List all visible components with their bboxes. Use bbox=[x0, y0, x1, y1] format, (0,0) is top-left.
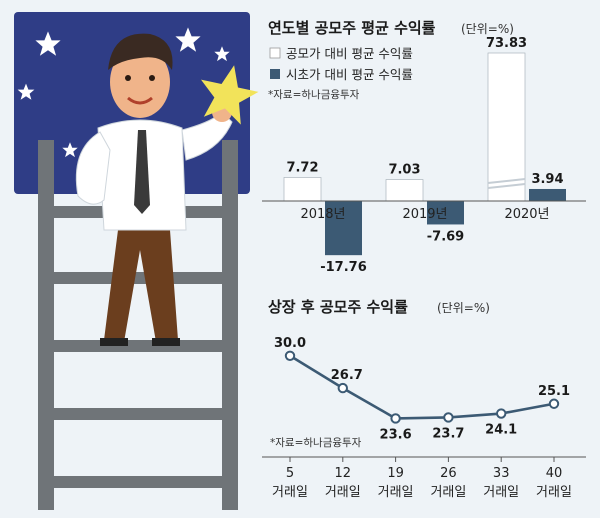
x-tick-label-day: 26 bbox=[440, 466, 457, 481]
bar-offering-1 bbox=[385, 179, 424, 202]
legend-label-first-day: 시초가 대비 평균 수익률 bbox=[286, 67, 413, 82]
point-value-label: 23.7 bbox=[432, 426, 464, 441]
legend-swatch-offering bbox=[269, 47, 281, 59]
x-tick-label-day: 33 bbox=[493, 466, 510, 481]
point-value-label: 24.1 bbox=[485, 423, 517, 438]
bar-offering-0 bbox=[283, 177, 322, 202]
chart1-unit: (단위=%) bbox=[461, 22, 514, 36]
x-tick-label-unit: 거래일 bbox=[536, 485, 572, 500]
bar-value-label: -7.69 bbox=[427, 229, 464, 244]
point-value-label: 25.1 bbox=[538, 384, 570, 399]
held-star-icon bbox=[200, 65, 259, 125]
point-value-label: 23.6 bbox=[380, 427, 412, 442]
chart1-title: 연도별 공모주 평균 수익률 bbox=[268, 19, 436, 37]
illustration bbox=[14, 12, 259, 510]
bar-group: 7.72 -17.76 7.03 -7.69 73.83 3.94 bbox=[283, 36, 566, 275]
x-tick-group-2: 5 거래일 12 거래일 19 거래일 26 거래일 33 거래일 40 거래일 bbox=[272, 457, 572, 500]
axis-break-mark bbox=[487, 178, 526, 184]
chart2-unit: (단위=%) bbox=[437, 301, 490, 315]
bar-value-label: 73.83 bbox=[486, 36, 527, 51]
star-icon bbox=[17, 27, 230, 158]
bar-offering-2 bbox=[487, 52, 526, 202]
chart1-source: *자료=하나금융투자 bbox=[268, 88, 360, 101]
data-point bbox=[443, 412, 454, 423]
point-group: 30.0 26.7 23.6 23.7 24.1 25.1 bbox=[274, 336, 570, 443]
x-tick-label-unit: 거래일 bbox=[378, 485, 414, 500]
x-tick-label-unit: 거래일 bbox=[272, 485, 308, 500]
data-point bbox=[548, 398, 560, 409]
man-holding-star-icon bbox=[75, 33, 259, 346]
data-point bbox=[284, 350, 296, 361]
post-listing-return-chart: 상장 후 공모주 수익률 (단위=%) *자료=하나금융투자 30.0 26.7 2… bbox=[262, 298, 586, 500]
x-tick-label-unit: 거래일 bbox=[430, 485, 466, 500]
chart2-series-line bbox=[289, 354, 555, 420]
legend-swatch-first-day bbox=[270, 69, 280, 79]
chart2-title: 상장 후 공모주 수익률 bbox=[268, 298, 408, 316]
x-tick-label-unit: 거래일 bbox=[325, 485, 361, 500]
x-tick-group: 2018년 2019년 2020년 bbox=[300, 207, 549, 222]
x-tick-label-unit: 거래일 bbox=[483, 485, 519, 500]
x-tick-label-day: 19 bbox=[387, 466, 404, 481]
x-tick-label: 2020년 bbox=[504, 207, 549, 222]
bar-first-day-1 bbox=[427, 201, 464, 225]
x-tick-label-day: 5 bbox=[286, 466, 294, 481]
bar-value-label: 7.72 bbox=[286, 160, 318, 175]
data-point bbox=[390, 413, 401, 424]
data-point bbox=[337, 382, 348, 394]
x-tick-label: 2018년 bbox=[300, 207, 345, 222]
bar-value-label: 7.03 bbox=[388, 163, 420, 178]
bar-value-label: -17.76 bbox=[320, 260, 367, 275]
ladder-icon bbox=[38, 140, 238, 510]
bar-value-label: 3.94 bbox=[531, 172, 563, 187]
point-value-label: 26.7 bbox=[331, 368, 363, 383]
x-tick-label-day: 12 bbox=[335, 466, 352, 481]
data-point bbox=[496, 408, 507, 419]
x-tick-label-day: 40 bbox=[546, 466, 563, 481]
x-tick-label: 2019년 bbox=[402, 207, 447, 222]
bar-first-day-2 bbox=[529, 188, 566, 201]
axis-break-mark bbox=[487, 183, 526, 189]
chart2-source: *자료=하나금융투자 bbox=[270, 436, 362, 449]
legend-label-offering: 공모가 대비 평균 수익률 bbox=[286, 46, 413, 61]
bar-first-day-0 bbox=[325, 201, 362, 256]
annual-return-chart: 연도별 공모주 평균 수익률 (단위=%) 공모가 대비 평균 수익률 시초가 … bbox=[262, 19, 586, 275]
point-value-label: 30.0 bbox=[274, 336, 306, 351]
